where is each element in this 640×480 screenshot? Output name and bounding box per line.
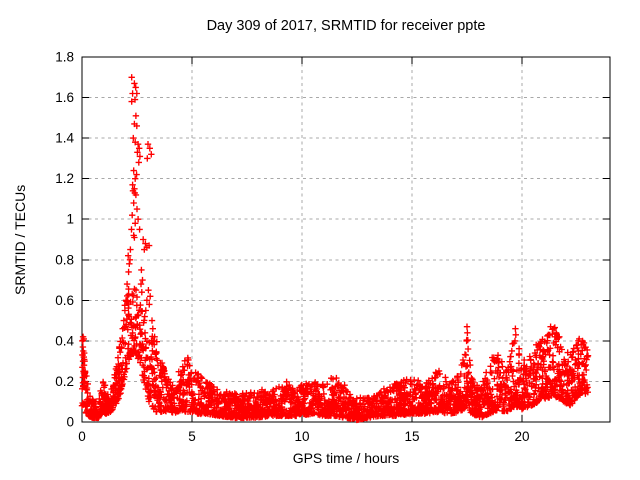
y-tick-label: 0.6	[55, 293, 74, 308]
tick-marks	[81, 56, 610, 423]
y-tick-label: 1.8	[55, 50, 74, 65]
y-tick-label: 1.4	[55, 131, 74, 146]
y-tick-label: 0	[66, 415, 74, 430]
x-tick-label: 5	[188, 429, 196, 444]
x-tick-label: 20	[514, 429, 529, 444]
y-tick-label: 0.8	[55, 252, 74, 267]
y-tick-label: 1.2	[55, 171, 74, 186]
y-tick-label: 0.2	[55, 374, 74, 389]
grid-lines	[82, 57, 610, 422]
y-tick-label: 0.4	[55, 333, 74, 348]
x-tick-label: 15	[404, 429, 419, 444]
y-tick-label: 1	[66, 212, 74, 227]
x-tick-label: 0	[78, 429, 86, 444]
data-points	[78, 74, 592, 424]
y-tick-label: 1.6	[55, 90, 74, 105]
plot-border	[81, 56, 611, 423]
x-tick-label: 10	[294, 429, 309, 444]
y-axis-label: SRMTID / TECUs	[12, 184, 28, 296]
chart-title: Day 309 of 2017, SRMTID for receiver ppt…	[206, 18, 486, 34]
x-axis-label: GPS time / hours	[292, 450, 400, 466]
